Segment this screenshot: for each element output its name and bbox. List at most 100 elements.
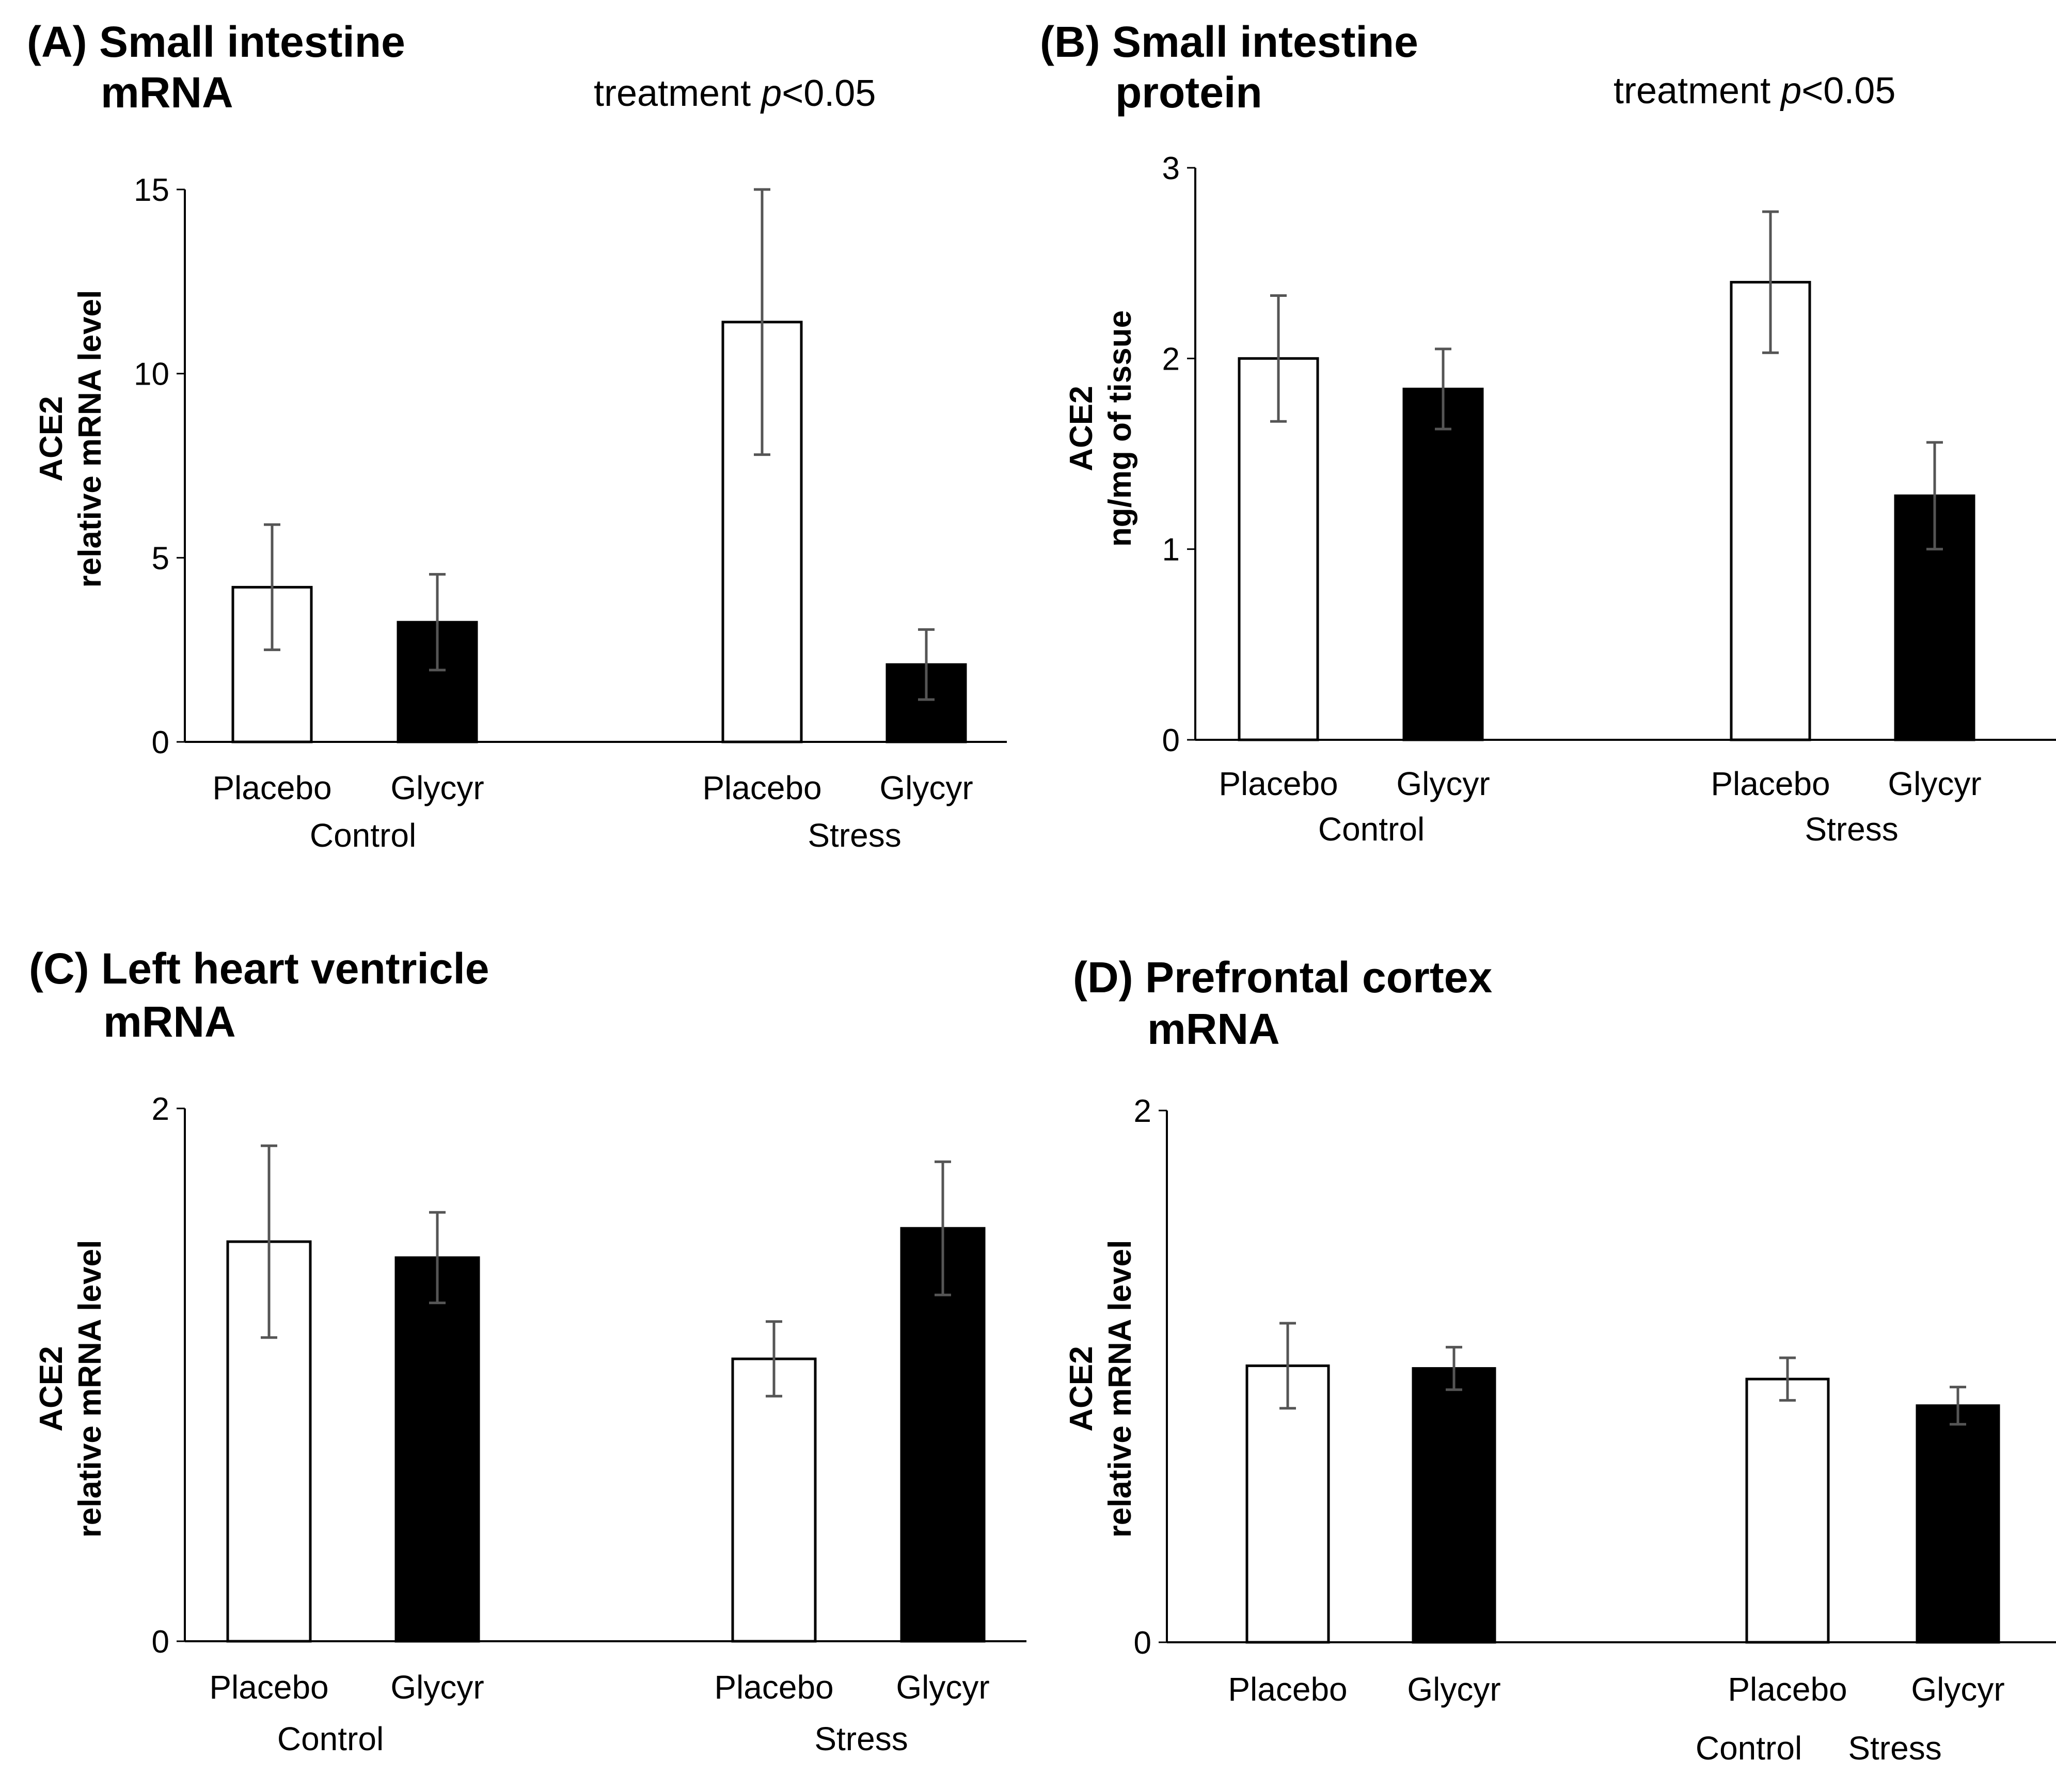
panel-title-c: (C) Left heart ventricle [29, 944, 489, 993]
y-tick-label: 5 [152, 541, 169, 576]
panel-title-b: (B) Small intestine [1040, 18, 1418, 66]
stat-annotation-b: treatment p<0.05 [1614, 70, 1895, 112]
y-axis-label-line1: ACE2 [34, 1346, 69, 1431]
x-category-label: Glycyr [390, 1669, 484, 1706]
x-category-label: Glycyr [1407, 1671, 1500, 1708]
x-group-label-stress: Stress [814, 1720, 908, 1757]
bar-control-glycyr [1412, 1367, 1496, 1644]
panel-title-d: (D) Prefrontal cortex [1073, 953, 1492, 1002]
x-group-label-stress: Stress [808, 817, 901, 854]
y-tick-label: 0 [152, 725, 169, 760]
panel-letter-b: (B) [1040, 18, 1112, 66]
x-category-label: Glycyr [390, 769, 484, 806]
stat-annotation-suffix: <0.05 [1801, 70, 1895, 112]
y-axis-label-line2: relative mRNA level [1102, 1240, 1138, 1538]
x-category-label: Glycyr [1396, 765, 1490, 802]
error-bar-control-glycyr [1446, 1345, 1462, 1391]
error-bar-stress-placebo [766, 1320, 782, 1398]
x-group-label-control: Control [310, 817, 416, 854]
y-axis-label-line2: relative mRNA level [72, 290, 108, 588]
panel-title-line2-b: protein [1115, 68, 1262, 117]
bar-stress-placebo [1745, 1377, 1830, 1644]
x-category-label: Placebo [212, 769, 331, 806]
x-category-label: Glycyr [879, 769, 973, 806]
y-tick-label: 2 [152, 1091, 169, 1127]
panel-title-line2-d: mRNA [1147, 1005, 1280, 1053]
error-bar-stress-placebo [1779, 1356, 1796, 1402]
x-group-label-control: Control [277, 1720, 384, 1757]
panel-letter-c: (C) [29, 944, 101, 993]
error-bar-control-placebo [1270, 294, 1287, 423]
error-bar-stress-glycyr [1926, 441, 1943, 551]
y-axis-label-line1: ACE2 [34, 396, 69, 481]
error-bar-control-glycyr [1435, 347, 1451, 431]
y-axis-label-d: ACE2 relative mRNA level [1064, 1240, 1138, 1538]
stat-annotation-prefix: treatment [1614, 70, 1781, 112]
error-bar-stress-glycyr [1950, 1386, 1966, 1426]
error-bar-stress-placebo [754, 188, 770, 456]
x-category-label: Placebo [714, 1669, 833, 1706]
bar-control-placebo [1245, 1364, 1330, 1644]
x-group-label-control: Control [1696, 1730, 1802, 1767]
y-axis-label-line2: ng/mg of tissue [1102, 310, 1138, 547]
y-tick-label: 10 [134, 357, 169, 392]
bar-stress-placebo [1730, 281, 1811, 741]
y-axis-label-line2: relative mRNA level [72, 1240, 108, 1538]
bar-stress-glycyr [1916, 1404, 2000, 1644]
x-category-label: Glycyr [1911, 1671, 2004, 1708]
error-bar-stress-glycyr [918, 628, 935, 701]
y-tick-label: 2 [1162, 341, 1180, 377]
panel-title-line2-a: mRNA [101, 68, 233, 117]
x-category-label: Placebo [1711, 765, 1830, 802]
panel-title-line2-c: mRNA [103, 997, 236, 1046]
x-category-label: Glycyr [1888, 765, 1981, 802]
panel-title-line1-d: Prefrontal cortex [1145, 953, 1492, 1002]
y-tick-label: 1 [1162, 532, 1180, 568]
error-bar-control-placebo [264, 523, 280, 652]
y-tick-label: 15 [134, 172, 169, 208]
x-category-label: Placebo [1219, 765, 1338, 802]
y-tick-label: 3 [1162, 151, 1180, 186]
bar-control-glycyr [1402, 387, 1484, 741]
panel-title-line1-c: Left heart ventricle [101, 944, 489, 993]
x-category-label: Placebo [1228, 1671, 1347, 1708]
panel-title-line1-b: Small intestine [1112, 18, 1418, 66]
bar-stress-placebo [731, 1357, 817, 1643]
y-tick-label: 0 [152, 1624, 169, 1660]
error-bar-control-placebo [1279, 1322, 1296, 1410]
stat-annotation-p: p [760, 73, 782, 114]
y-axis-label-line1: ACE2 [1064, 1346, 1099, 1431]
y-tick-label: 2 [1134, 1093, 1151, 1129]
y-axis-label-b: ACE2 ng/mg of tissue [1064, 310, 1138, 547]
panel-title-line1-a: Small intestine [99, 18, 405, 66]
error-bar-control-glycyr [429, 573, 446, 672]
x-category-label: Glycyr [896, 1669, 989, 1706]
stat-annotation-suffix: <0.05 [782, 73, 876, 114]
stat-annotation-prefix: treatment [594, 73, 761, 114]
x-category-label: Placebo [1728, 1671, 1847, 1708]
y-axis-label-line1: ACE2 [1064, 386, 1099, 471]
stat-annotation-p: p [1780, 70, 1801, 112]
panel-letter-a: (A) [27, 18, 99, 66]
y-axis-label-c: ACE2 relative mRNA level [34, 1240, 108, 1538]
y-tick-label: 0 [1134, 1625, 1151, 1661]
x-group-label-stress: Stress [1805, 811, 1898, 848]
x-category-label: Placebo [209, 1669, 328, 1706]
stat-annotation-a: treatment p<0.05 [594, 73, 876, 114]
panel-letter-d: (D) [1073, 953, 1145, 1002]
error-bar-stress-placebo [1762, 210, 1779, 354]
x-group-label-stress: Stress [1848, 1730, 1941, 1767]
bar-control-glycyr [394, 1256, 480, 1643]
x-category-label: Placebo [702, 769, 821, 806]
y-axis-label-a: ACE2 relative mRNA level [34, 290, 108, 588]
y-tick-label: 0 [1162, 723, 1180, 758]
error-bar-control-glycyr [429, 1211, 446, 1305]
error-bar-stress-glycyr [935, 1160, 951, 1296]
x-group-label-control: Control [1318, 811, 1425, 848]
